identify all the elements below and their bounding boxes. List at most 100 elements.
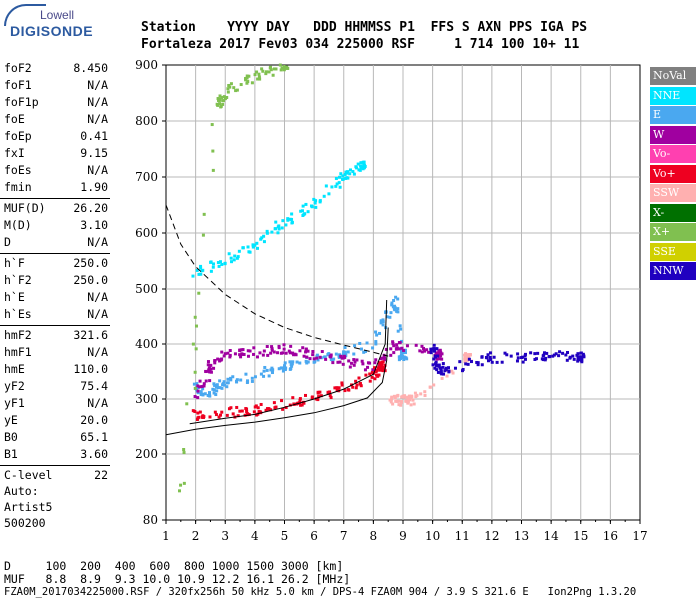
echo-point-nne [324,184,328,188]
echo-point-nne [253,243,257,247]
echo-point-w [220,350,224,354]
echo-point-nnw [523,354,527,358]
echo-point-nnw [488,355,492,359]
echo-point-x [185,402,189,406]
echo-point-w [304,347,308,351]
param-label: B1 [4,447,18,461]
echo-point-w [202,384,206,388]
x-tick-label: 7 [340,529,348,543]
echo-point-w [198,379,202,383]
echo-point-w [366,361,370,365]
echo-point-w [288,351,292,355]
echo-point-e [374,340,378,344]
echo-point-nnw [436,354,440,358]
echo-point-nnw [529,351,533,355]
echo-point-nne [233,254,237,258]
echo-point-nnw [536,351,540,355]
echo-point-nnw [572,357,576,361]
echo-point-nne [211,265,215,269]
echo-point-nne [358,168,362,172]
echo-point-nne [345,170,349,174]
echo-point-e [396,329,400,333]
echo-point-e [389,311,393,315]
echo-point-w [312,357,316,361]
echo-point-e [239,378,243,382]
echo-point-nne [284,223,288,227]
footer-distance-row: D 100 200 400 600 800 1000 1500 3000 [km… [4,559,344,573]
param-label: yF1 [4,396,25,410]
echo-point-e [327,353,331,357]
echo-point-x [193,315,197,319]
echo-point-ssw [392,394,396,398]
echo-point-vo [374,373,378,377]
echo-point-ssw [450,369,454,373]
echo-point-vo [247,413,251,417]
legend-item-nnw: NNW [650,262,696,280]
echo-point-e [399,353,403,357]
echo-point-nnw [566,350,570,354]
echo-point-nnw [523,352,527,356]
y-tick-label: 400 [135,337,158,351]
echo-point-vo [351,385,355,389]
echo-point-ssw [409,403,413,407]
echo-point-vo [236,414,240,418]
echo-point-e [393,306,397,310]
param-label: hmE [4,362,25,376]
echo-point-e [343,345,347,349]
echo-point-vo [300,403,304,407]
echo-point-vo [245,407,249,411]
echo-point-x [245,81,249,85]
param-value: 3.60 [80,447,108,461]
echo-point-w [392,344,396,348]
echo-point-w [270,345,274,349]
echo-point-nnw [571,354,575,358]
param-label: B0 [4,430,18,444]
echo-point-nnw [580,358,584,362]
echo-point-nne [330,185,334,189]
echo-point-vo [383,363,387,367]
echo-point-x [191,342,195,346]
echo-point-nnw [437,364,441,368]
echo-point-vo [245,410,249,414]
echo-point-w [193,395,197,399]
param-row-22: B1 3.60 [4,446,108,463]
echo-point-nnw [579,351,583,355]
echo-point-x [194,324,198,328]
echo-point-nnw [466,362,470,366]
echo-point-ssw [432,383,436,387]
echo-point-vo [368,379,372,383]
echo-point-w [269,351,273,355]
echo-point-ssw [390,397,394,401]
echo-point-vo [253,405,257,409]
echo-point-w [389,347,393,351]
echo-point-vo [299,403,303,407]
echo-point-w [339,355,343,359]
echo-point-ssw [423,394,427,398]
echo-point-x [256,77,260,81]
param-row-17: hmE 110.0 [4,361,108,378]
auto-label: Auto: [4,484,39,498]
echo-point-ssw [463,357,467,361]
echo-point-nnw [458,360,462,364]
echo-point-nne [312,197,316,201]
echo-point-e [207,393,211,397]
echo-point-nnw [439,369,443,373]
echo-point-nnw [480,363,484,367]
echo-point-x [279,68,283,72]
echo-point-vo [198,410,202,414]
echo-point-w [379,357,383,361]
x-tick-label: 10 [425,529,440,543]
echo-point-nne [313,201,317,205]
param-separator [0,465,110,466]
echo-point-ssw [445,374,449,378]
echo-point-vo [292,402,296,406]
echo-point-vo [382,366,386,370]
echo-point-x [282,67,286,71]
echo-point-nne [199,264,203,268]
echo-point-ssw [388,398,392,402]
param-value: N/A [87,78,108,92]
echo-point-x [211,149,215,153]
echo-point-vo [196,411,200,415]
echo-point-nne [262,234,266,238]
echo-point-vo [377,361,381,365]
